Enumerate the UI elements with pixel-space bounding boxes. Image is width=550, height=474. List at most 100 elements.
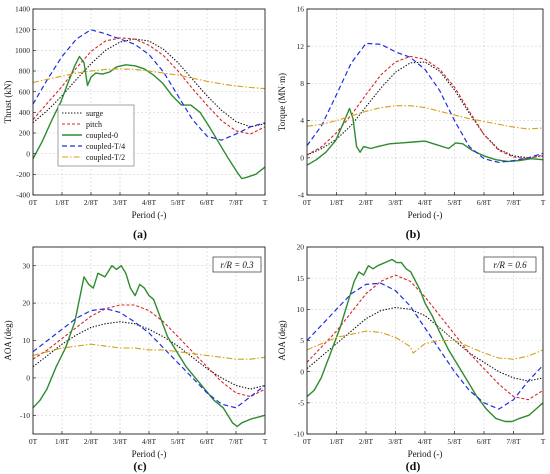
- y-tick-label: 5: [300, 336, 304, 345]
- y-axis-label: Torque (MN·m): [277, 73, 287, 131]
- y-tick-label: 4: [300, 116, 304, 125]
- x-tick-label: 2/8T: [359, 198, 374, 207]
- y-tick-label: 600: [19, 87, 31, 96]
- x-tick-label: 2/8T: [84, 198, 99, 207]
- y-tick-label: -10: [294, 430, 304, 439]
- y-tick-label: 800: [19, 67, 31, 76]
- series-line-coupled-t-4: [307, 42, 543, 163]
- legend-label: surge: [86, 109, 104, 118]
- panel-b: 0T 1/8T 2/8T 3/8T 4/8T 5/8T 6/8T 7/8T T -4 0 4 8 12 16…: [277, 5, 546, 241]
- x-tick-label: T: [541, 198, 546, 207]
- x-tick-label: 3/8T: [113, 437, 128, 446]
- x-tick-label: 6/8T: [200, 198, 215, 207]
- panel-a: 0T 1/8T 2/8T 3/8T 4/8T 5/8T 6/8T 7/8T T -400 -200 0…: [3, 5, 268, 241]
- x-tick-label: 3/8T: [388, 437, 403, 446]
- series-line-coupled-t-4: [33, 308, 265, 409]
- x-axis-label: Period (-): [132, 449, 167, 459]
- x-tick-label: T: [263, 437, 268, 446]
- panel-label: (c): [133, 459, 146, 473]
- panel-c: 0T 1/8T 2/8T 3/8T 4/8T 5/8T 6/8T 7/8T T -10 0 10 20 3…: [3, 246, 268, 473]
- x-tick-label: 0T: [29, 437, 38, 446]
- series-line-coupled-t-2: [33, 343, 265, 360]
- y-axis-label: AOA (deg): [3, 320, 13, 360]
- panel-label: (d): [406, 459, 421, 473]
- x-tick-label: T: [263, 198, 268, 207]
- legend-item: coupled-T/2: [62, 153, 125, 162]
- series-line-coupled-0: [307, 107, 543, 166]
- y-tick-label: 10: [23, 336, 31, 345]
- y-tick-label: 1200: [15, 25, 30, 34]
- y-tick-label: 1000: [15, 46, 30, 55]
- series-line-surge: [33, 38, 265, 128]
- x-tick-label: 6/8T: [477, 437, 492, 446]
- series-line-pitch: [33, 37, 265, 135]
- series-line-pitch: [307, 55, 543, 160]
- x-tick-label: 1/8T: [329, 437, 344, 446]
- series-line-coupled-0: [307, 258, 543, 423]
- x-tick-label: 1/8T: [55, 437, 70, 446]
- x-tick-label: 5/8T: [171, 198, 186, 207]
- series-line-coupled-0: [33, 265, 265, 428]
- legend-item: coupled-T/4: [62, 142, 125, 151]
- legend-item: surge: [62, 109, 104, 118]
- annotation-box: [212, 256, 262, 273]
- y-tick-label: 0: [300, 367, 304, 376]
- y-tick-label: -10: [20, 411, 30, 420]
- x-tick-label: 3/8T: [388, 198, 403, 207]
- y-tick-label: -400: [16, 191, 30, 200]
- panel-label: (a): [133, 227, 147, 241]
- y-tick-label: 15: [297, 274, 305, 283]
- x-tick-label: 0T: [29, 198, 38, 207]
- series-line-coupled-0: [33, 55, 265, 180]
- annotation-text: r/R = 0.3: [220, 260, 254, 270]
- legend-item: pitch: [62, 120, 102, 129]
- x-tick-label: 0T: [303, 198, 312, 207]
- legend: surge pitch coupled-0 coupled-T/4 coupled-T/…: [57, 104, 135, 167]
- series-line-coupled-t-4: [33, 29, 265, 141]
- y-tick-label: -5: [298, 398, 304, 407]
- x-tick-label: 0T: [303, 437, 312, 446]
- series-line-coupled-t-4: [307, 282, 543, 410]
- x-tick-label: 2/8T: [359, 437, 374, 446]
- y-tick-label: 10: [297, 305, 305, 314]
- y-tick-label: 200: [19, 129, 31, 138]
- y-axis-label: Thrust (kN): [3, 81, 13, 124]
- y-tick-label: 1400: [15, 5, 30, 14]
- x-tick-label: 4/8T: [418, 198, 433, 207]
- legend-label: coupled-T/2: [86, 153, 125, 162]
- y-tick-label: 12: [297, 42, 305, 51]
- legend-label: coupled-T/4: [86, 142, 125, 151]
- x-axis-label: Period (-): [408, 449, 443, 459]
- panel-d: 0T 1/8T 2/8T 3/8T 4/8T 5/8T 6/8T 7/8T T -10 -5 0 5 10…: [277, 243, 546, 473]
- series-line-coupled-t-2: [307, 105, 543, 130]
- series-group: [33, 29, 265, 180]
- series-line-surge: [307, 61, 543, 159]
- x-tick-label: 5/8T: [171, 437, 186, 446]
- y-tick-label: 8: [300, 79, 304, 88]
- y-tick-label: 0: [26, 149, 30, 158]
- x-tick-label: 5/8T: [447, 437, 462, 446]
- x-tick-label: 4/8T: [418, 437, 433, 446]
- x-tick-label: 2/8T: [84, 437, 99, 446]
- legend-item: coupled-0: [62, 131, 118, 140]
- y-tick-label: 0: [26, 374, 30, 383]
- legend-label: coupled-0: [86, 131, 118, 140]
- x-tick-label: 4/8T: [142, 437, 157, 446]
- legend-label: pitch: [86, 120, 102, 129]
- annotation-text: r/R = 0.6: [493, 260, 527, 270]
- x-tick-label: T: [541, 437, 546, 446]
- x-tick-label: 7/8T: [229, 437, 244, 446]
- x-axis-label: Period (-): [132, 210, 167, 220]
- y-axis-label: AOA (deg): [277, 320, 287, 360]
- y-tick-label: 16: [297, 5, 305, 14]
- series-group: [307, 258, 543, 423]
- x-tick-label: 1/8T: [55, 198, 70, 207]
- panel-label: (b): [406, 227, 421, 241]
- series-group: [33, 265, 265, 428]
- annotation-box: [483, 256, 537, 273]
- series-line-coupled-t-2: [33, 68, 265, 90]
- y-tick-label: 20: [23, 299, 31, 308]
- y-tick-label: 0: [300, 153, 304, 162]
- x-tick-label: 3/8T: [113, 198, 128, 207]
